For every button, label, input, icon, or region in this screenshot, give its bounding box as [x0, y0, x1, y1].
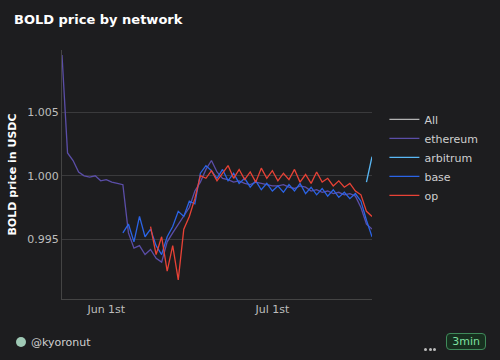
html-text:3min: 3min	[452, 335, 480, 348]
svg-text:1.000: 1.000	[27, 170, 59, 183]
svg-text:BOLD price in USDC: BOLD price in USDC	[6, 113, 19, 235]
svg-text:0.995: 0.995	[27, 233, 59, 246]
svg-text:arbitrum: arbitrum	[424, 152, 472, 165]
svg-text:Jun 1st: Jun 1st	[86, 303, 125, 316]
svg-text:All: All	[424, 114, 438, 127]
html-text:@kyoronut: @kyoronut	[31, 336, 91, 349]
svg-text:BOLD price by network: BOLD price by network	[14, 12, 183, 27]
svg-text:Jul 1st: Jul 1st	[254, 303, 289, 316]
svg-text:base: base	[424, 171, 450, 184]
svg-text:1.005: 1.005	[27, 106, 59, 119]
svg-text:op: op	[424, 190, 438, 203]
svg-text:ethereum: ethereum	[424, 133, 478, 146]
